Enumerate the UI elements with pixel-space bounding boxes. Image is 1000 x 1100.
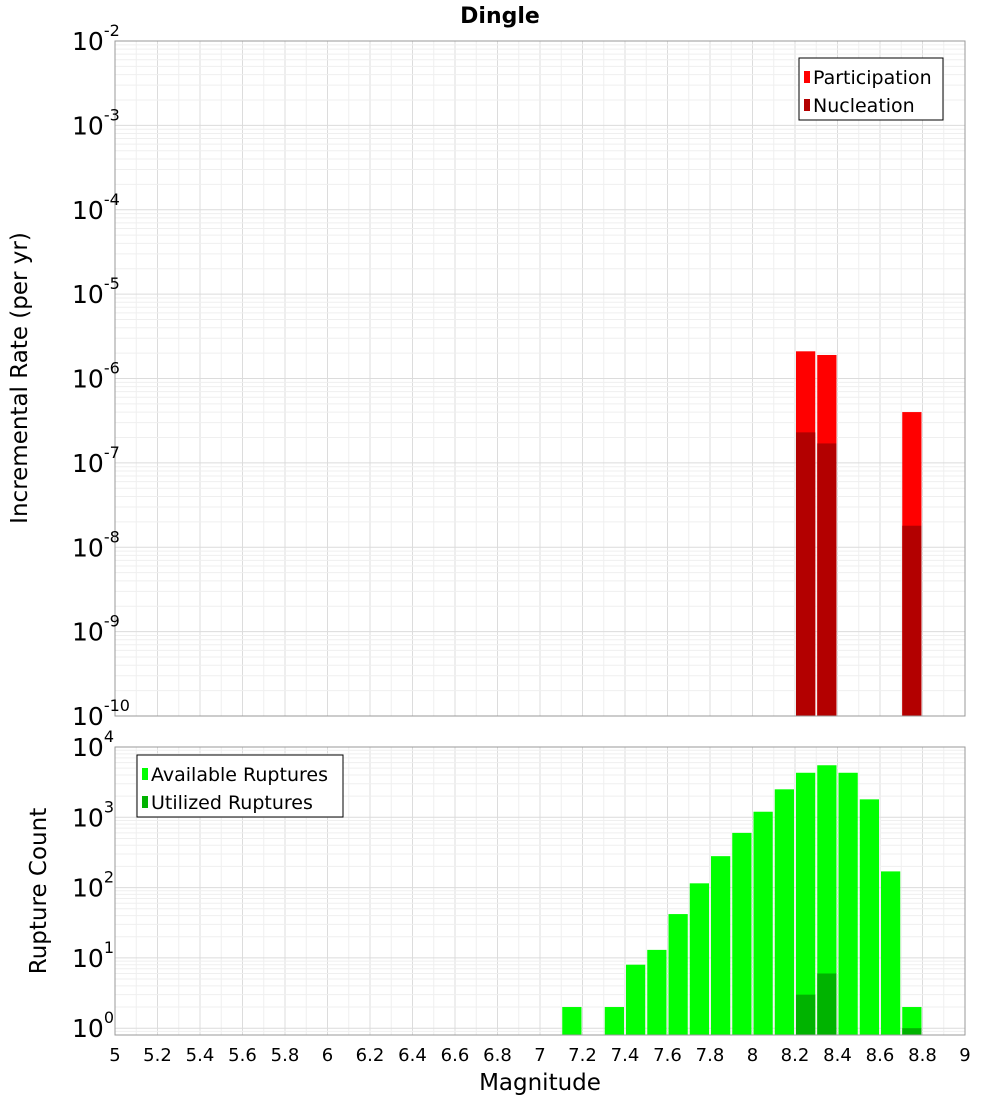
y-tick-label: 100 xyxy=(72,1008,114,1043)
y-tick-label: 10-10 xyxy=(72,696,130,731)
rate-plot-area: 10-2 10-3 10-4 10-5 10-6 10-7 10-8 10-9 10-10 Par… xyxy=(72,21,966,731)
legend-swatch xyxy=(142,796,148,808)
legend-box xyxy=(136,754,344,818)
bar-available-ruptures xyxy=(689,883,709,1035)
bar-utilized-ruptures xyxy=(817,973,837,1035)
bar-available-ruptures xyxy=(753,811,773,1035)
bar-available-ruptures xyxy=(562,1007,582,1035)
legend: Participation Nucleation xyxy=(798,57,944,121)
x-tick-label: 8.6 xyxy=(866,1045,895,1066)
y-tick-label: 10-9 xyxy=(72,612,120,647)
legend-label: Participation xyxy=(813,67,932,89)
legend: Available Ruptures Utilized Ruptures xyxy=(136,754,344,818)
bar-available-ruptures xyxy=(626,964,646,1035)
x-tick-label: 7.6 xyxy=(653,1045,682,1066)
x-tick-label: 5.2 xyxy=(143,1045,172,1066)
y-tick-label: 103 xyxy=(72,797,114,832)
x-tick-label: 7 xyxy=(534,1045,545,1066)
legend-label: Nucleation xyxy=(813,95,915,117)
bar-available-ruptures xyxy=(774,789,794,1035)
top-y-axis-title: Incremental Rate (per yr) xyxy=(7,232,33,524)
bar-available-ruptures xyxy=(902,1007,922,1035)
x-tick-label: 6.8 xyxy=(483,1045,512,1066)
x-tick-label: 7.2 xyxy=(568,1045,597,1066)
bar-available-ruptures xyxy=(711,856,731,1035)
x-tick-label: 5.8 xyxy=(271,1045,300,1066)
y-tick-label: 10-7 xyxy=(72,443,120,478)
x-tick-label: 8.4 xyxy=(823,1045,852,1066)
y-tick-label: 10-5 xyxy=(72,274,120,309)
x-tick-label: 6 xyxy=(322,1045,333,1066)
y-tick-label: 10-8 xyxy=(72,527,120,562)
x-tick-label: 8.2 xyxy=(781,1045,810,1066)
x-tick-label: 6.2 xyxy=(356,1045,385,1066)
bar-utilized-ruptures xyxy=(902,1028,922,1035)
bar-available-ruptures xyxy=(604,1007,624,1035)
legend-swatch xyxy=(142,768,148,780)
y-tick-label: 10-6 xyxy=(72,359,120,394)
x-axis-title: Magnitude xyxy=(479,1070,601,1096)
bottom-y-axis-title: Rupture Count xyxy=(26,808,52,974)
x-tick-label: 6.6 xyxy=(441,1045,470,1066)
bar-available-ruptures xyxy=(732,832,752,1035)
x-tick-label: 6.4 xyxy=(398,1045,427,1066)
y-tick-label: 10-4 xyxy=(72,190,120,225)
legend-swatch xyxy=(804,71,810,83)
bar-available-ruptures xyxy=(881,871,901,1035)
x-tick-label: 5.4 xyxy=(186,1045,215,1066)
bar-available-ruptures xyxy=(817,765,837,1035)
bar-nucleation xyxy=(796,432,816,716)
bar-available-ruptures xyxy=(647,949,667,1035)
x-tick-label: 9 xyxy=(959,1045,970,1066)
y-tick-label: 101 xyxy=(72,938,114,973)
x-tick-label: 5.6 xyxy=(228,1045,257,1066)
x-tick-label: 5 xyxy=(109,1045,120,1066)
bar-available-ruptures xyxy=(838,772,858,1035)
x-tick-label: 7.4 xyxy=(611,1045,640,1066)
x-tick-label: 7.8 xyxy=(696,1045,725,1066)
bar-available-ruptures xyxy=(859,799,879,1035)
x-tick-label: 8.8 xyxy=(908,1045,937,1066)
y-tick-label: 10-2 xyxy=(72,21,120,56)
legend-box xyxy=(798,57,944,121)
plot-frame xyxy=(114,40,966,717)
bar-available-ruptures xyxy=(796,772,816,1035)
y-tick-label: 104 xyxy=(72,727,114,762)
legend-label: Available Ruptures xyxy=(151,764,328,786)
bar-nucleation xyxy=(817,443,837,716)
bar-available-ruptures xyxy=(668,914,688,1035)
legend-label: Utilized Ruptures xyxy=(151,792,313,814)
y-tick-label: 10-3 xyxy=(72,105,120,140)
plot-frame xyxy=(114,746,966,1036)
chart-title: Dingle xyxy=(460,4,540,29)
bar-utilized-ruptures xyxy=(796,994,816,1035)
x-tick-label: 8 xyxy=(747,1045,758,1066)
legend-swatch xyxy=(804,99,810,111)
bar-nucleation xyxy=(902,525,922,716)
y-tick-label: 102 xyxy=(72,868,114,903)
